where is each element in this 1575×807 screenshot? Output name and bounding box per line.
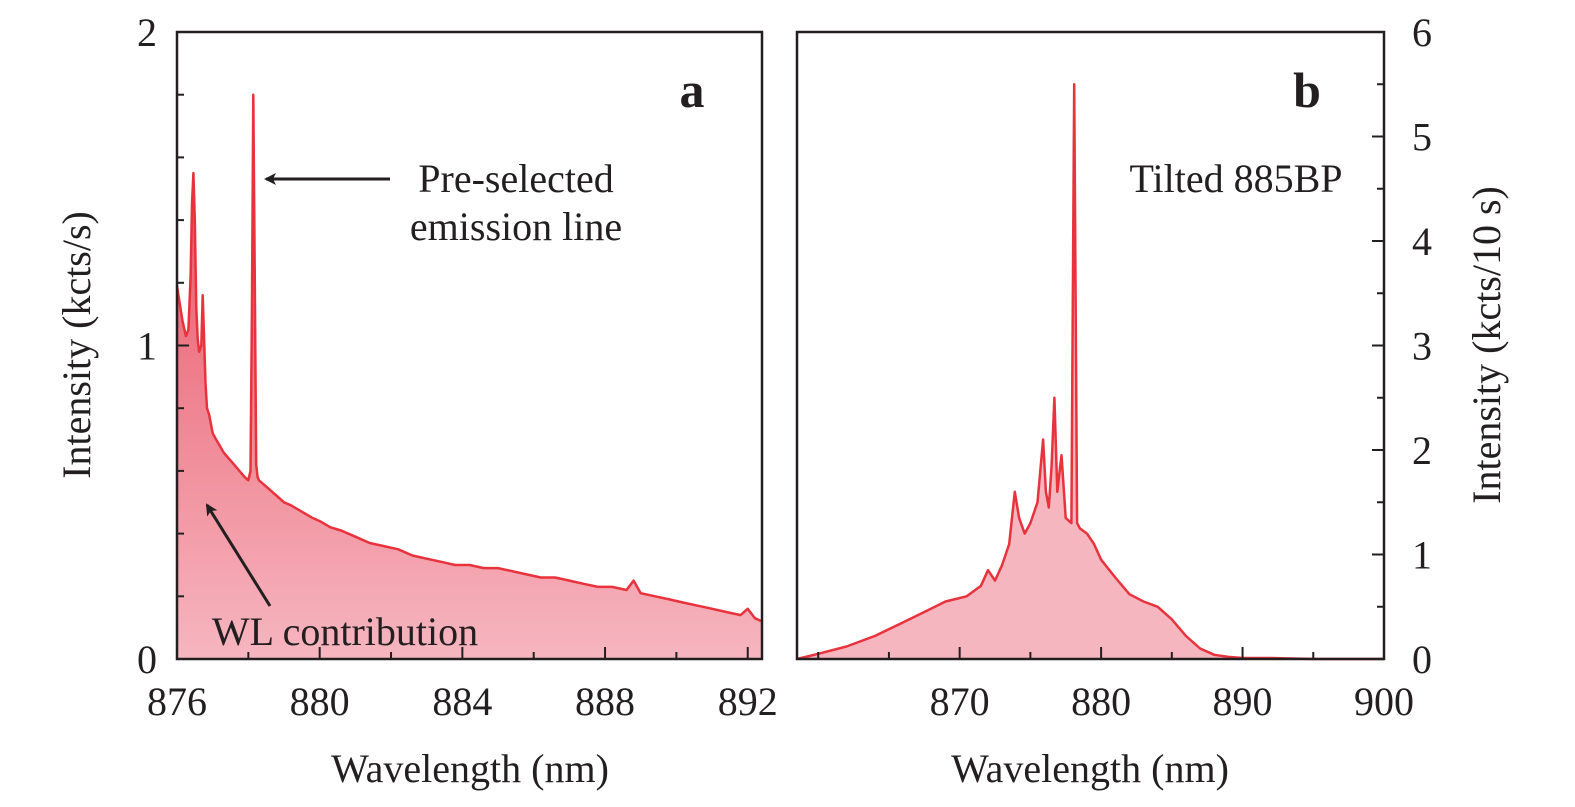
panel-b-y-tick-label: 4 — [1412, 219, 1432, 264]
panel-b-letter: b — [1293, 62, 1321, 118]
panel-b-x-tick-label: 880 — [1071, 679, 1131, 724]
panel-b-y-tick-label: 5 — [1412, 115, 1432, 160]
wl-contribution-arrow — [205, 503, 272, 607]
panel-a-x-tick-label: 880 — [290, 679, 350, 724]
panel-b-x-tick-label: 900 — [1354, 679, 1414, 724]
panel-a-letter: a — [680, 62, 705, 118]
panel-a-plot-area — [175, 93, 763, 659]
panel-a-chart: 876 880 884 888 892 0 1 2 Wavelength (nm) Inten… — [54, 10, 778, 791]
panel-b-x-tick-label: 870 — [930, 679, 990, 724]
panel-a-x-tick-label: 876 — [147, 679, 207, 724]
panel-b-y-tick-label: 0 — [1412, 637, 1432, 682]
panel-a-y-tick-label: 2 — [137, 10, 157, 55]
annotation-wl-contribution: WL contribution — [212, 609, 478, 654]
annotation-emission-line-2: emission line — [410, 204, 622, 249]
panel-b-y-tick-label: 6 — [1412, 10, 1432, 55]
panel-a-x-axis-title: Wavelength (nm) — [331, 746, 609, 791]
panel-b-y-tick-label: 2 — [1412, 428, 1432, 473]
panel-b-spectrum-line — [796, 83, 1384, 661]
annotation-emission-line-1: Pre-selected — [418, 156, 613, 201]
panel-b-plot-area — [796, 83, 1384, 661]
panel-b-y-tick-label: 1 — [1412, 533, 1432, 578]
panel-a-y-axis-title: Intensity (kcts/s) — [54, 211, 99, 479]
panel-a-x-tick-label: 888 — [575, 679, 635, 724]
panel-b-spectrum-area — [797, 84, 1384, 660]
panel-a-x-tick-label: 884 — [432, 679, 492, 724]
panel-a-y-tick-label: 1 — [137, 324, 157, 369]
panel-b-y-tick-label: 3 — [1412, 324, 1432, 369]
panel-a-axes: 876 880 884 888 892 0 1 2 — [137, 10, 778, 724]
panel-a-spectrum-line — [175, 93, 763, 623]
panel-b-y-axis-title: Intensity (kcts/10 s) — [1464, 186, 1509, 504]
panel-a-spectrum-area — [177, 94, 762, 659]
panel-b-x-axis-title: Wavelength (nm) — [951, 746, 1229, 791]
panel-a-y-tick-label: 0 — [137, 637, 157, 682]
annotation-tilted-filter: Tilted 885BP — [1129, 156, 1342, 201]
panel-a-x-tick-label: 892 — [718, 679, 778, 724]
panel-b-x-tick-label: 890 — [1213, 679, 1273, 724]
